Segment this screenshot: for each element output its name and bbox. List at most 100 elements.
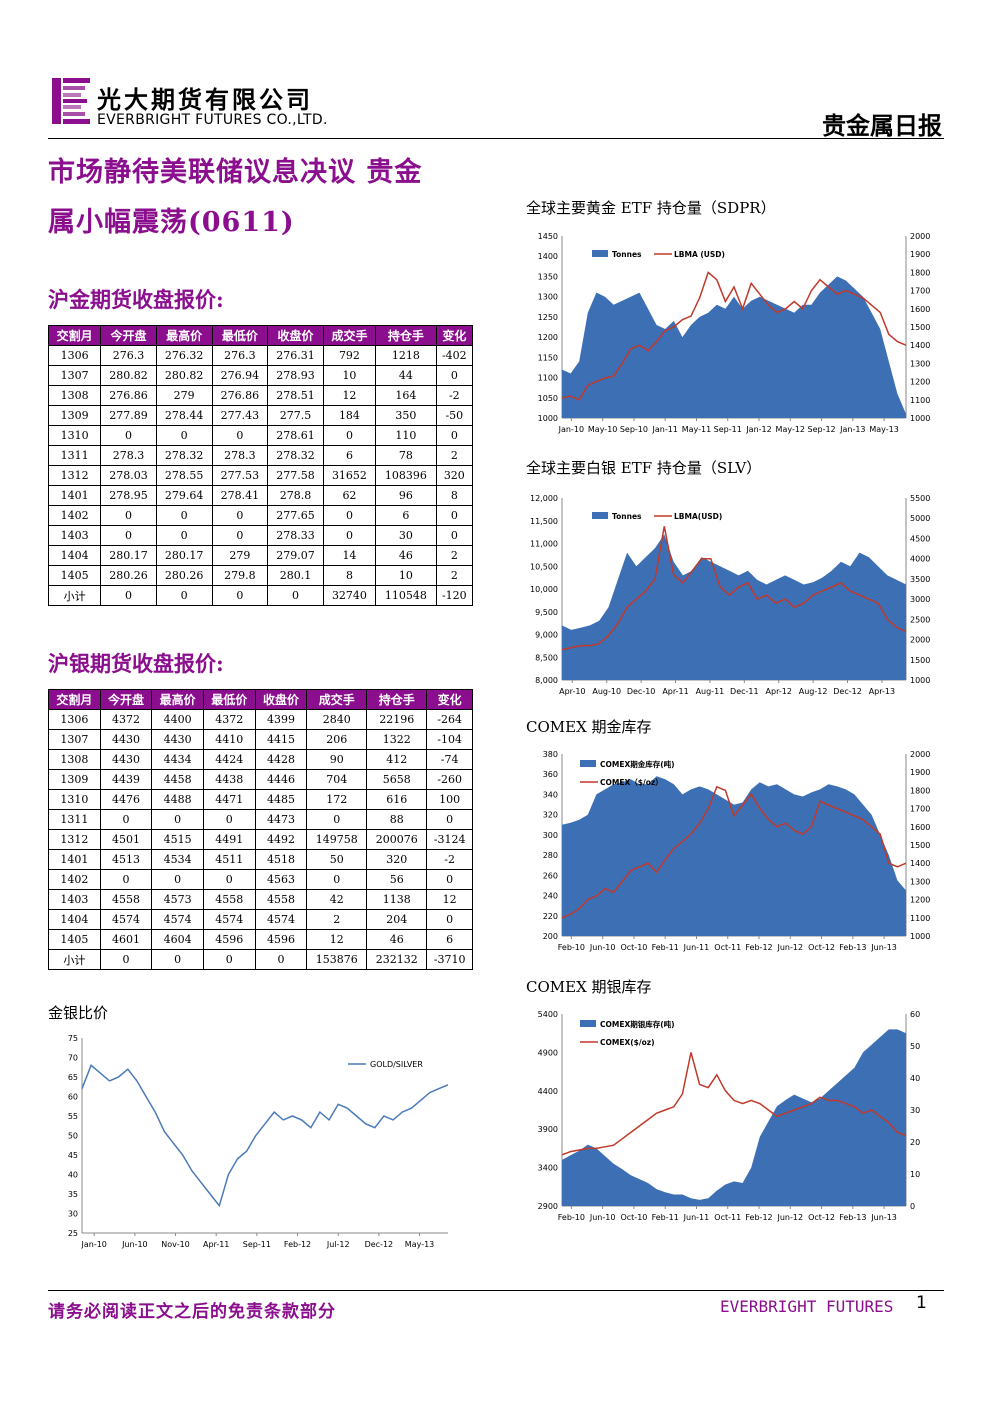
legend-swatch — [592, 250, 608, 257]
table-cell: 0 — [267, 585, 324, 606]
x-tick-label: May-10 — [588, 425, 617, 434]
x-tick-label: Sep-10 — [620, 425, 648, 434]
table-cell: -402 — [435, 345, 474, 366]
table-cell: 1405 — [47, 565, 102, 586]
y2-tick-label: 1500 — [910, 841, 930, 850]
x-tick-label: Jun-11 — [683, 1213, 710, 1222]
y-tick-label: 8,500 — [535, 653, 558, 662]
table-cell: 277.65 — [267, 505, 324, 526]
table-cell: 0 — [306, 809, 368, 830]
table-cell: -3124 — [426, 829, 473, 850]
table-cell: 2 — [435, 565, 474, 586]
table-cell: 90 — [306, 749, 368, 770]
table-cell: 4558 — [99, 889, 153, 910]
y-tick-label: 40 — [68, 1171, 78, 1180]
table-cell: 280.26 — [155, 565, 213, 586]
y2-tick-label: 2000 — [910, 232, 930, 241]
table-cell: 0 — [435, 365, 474, 386]
table-cell: 4399 — [254, 709, 308, 730]
x-tick-label: Nov-10 — [161, 1240, 189, 1249]
table-cell: 276.86 — [100, 385, 157, 406]
column-header: 收盘价 — [267, 325, 324, 346]
table-cell: 278.44 — [155, 405, 213, 426]
x-tick-label: Dec-11 — [730, 687, 759, 696]
y-tick-label: 1350 — [538, 272, 558, 281]
x-tick-label: Apr-13 — [869, 687, 895, 696]
table-row: 1403 4558 4573 4558 4558 42 1138 12 — [48, 889, 473, 910]
table-cell: -260 — [426, 769, 473, 790]
column-header: 成交手 — [306, 689, 368, 710]
table-cell: 0 — [322, 425, 377, 446]
table-row: 1307 280.82 280.82 276.94 278.93 10 44 0 — [47, 365, 474, 386]
table-cell: 10 — [375, 565, 437, 586]
series-line-1 — [561, 1052, 907, 1156]
legend-label: Tonnes — [612, 250, 642, 259]
x-tick-label: May-11 — [682, 425, 711, 434]
table-row: 1308 4430 4434 4424 4428 90 412 -74 — [48, 749, 473, 770]
table-cell: 1311 — [47, 445, 102, 466]
table-cell: 0 — [155, 525, 213, 546]
y-tick-label: 11,500 — [530, 517, 558, 526]
y2-tick-label: 1800 — [910, 268, 930, 277]
table-row: 1401 278.95 279.64 278.41 278.8 62 96 8 — [47, 485, 474, 506]
table-cell: 412 — [366, 749, 428, 770]
table-cell: 50 — [306, 849, 368, 870]
y2-tick-label: 1000 — [910, 414, 930, 423]
y2-tick-label: 1200 — [910, 378, 930, 387]
x-tick-label: Oct-12 — [808, 1213, 835, 1222]
y-tick-label: 60 — [68, 1093, 78, 1102]
x-tick-label: Feb-12 — [745, 943, 772, 952]
x-tick-label: Sep-11 — [714, 425, 742, 434]
y2-tick-label: 1400 — [910, 859, 930, 868]
series-line-0 — [81, 1064, 449, 1208]
table-row: 小计 0 0 0 0 32740 110548 -120 — [47, 585, 474, 606]
table-cell: 279.07 — [267, 545, 324, 566]
table-cell: 4501 — [99, 829, 153, 850]
table-row: 1405 280.26 280.26 279.8 280.1 8 10 2 — [47, 565, 474, 586]
table-cell: 277.89 — [100, 405, 157, 426]
table-cell: 277.53 — [211, 465, 269, 486]
x-tick-label: Jun-12 — [777, 1213, 804, 1222]
table-row: 1401 4513 4534 4511 4518 50 320 -2 — [48, 849, 473, 870]
table-cell: 280.82 — [100, 365, 157, 386]
table-cell: 276.94 — [211, 365, 269, 386]
series-area-0 — [562, 276, 906, 418]
table-row: 1403 0 0 0 278.33 0 30 0 — [47, 525, 474, 546]
y2-tick-label: 2500 — [910, 615, 930, 624]
table-cell: 22196 — [366, 709, 428, 730]
legend-label: COMEX（$/oz） — [600, 777, 663, 787]
y-tick-label: 50 — [68, 1132, 78, 1141]
y-tick-label: 1050 — [538, 394, 558, 403]
table-cell: -2 — [435, 385, 474, 406]
column-header: 变化 — [435, 325, 474, 346]
table-cell: 8 — [435, 485, 474, 506]
x-tick-label: Jun-11 — [683, 943, 710, 952]
table-cell: 4471 — [202, 789, 256, 810]
table-cell: 4424 — [202, 749, 256, 770]
company-name-cn: 光大期货有限公司 — [97, 85, 313, 114]
table-cell: 0 — [322, 525, 377, 546]
y-tick-label: 70 — [68, 1054, 78, 1063]
table-row: 1310 4476 4488 4471 4485 172 616 100 — [48, 789, 473, 810]
gold-futures-heading: 沪金期货收盘报价: — [48, 287, 224, 312]
table-cell: 278.8 — [267, 485, 324, 506]
series-area-0 — [562, 534, 906, 680]
table-cell: 4574 — [151, 909, 204, 930]
table-cell: 4488 — [151, 789, 204, 810]
disclaimer-notice: 请务必阅读正文之后的免责条款部分 — [48, 1302, 336, 1322]
footer-brand: EVERBRIGHT FUTURES — [720, 1297, 894, 1316]
table-cell: 278.41 — [211, 485, 269, 506]
y2-tick-label: 1000 — [910, 932, 930, 941]
x-tick-label: Apr-11 — [662, 687, 688, 696]
y2-tick-label: 1400 — [910, 341, 930, 350]
table-cell: 62 — [322, 485, 377, 506]
table-cell: 4430 — [99, 749, 153, 770]
table-cell: 4473 — [254, 809, 308, 830]
table-cell: 320 — [435, 465, 474, 486]
table-cell: 12 — [426, 889, 473, 910]
y-tick-label: 1000 — [538, 414, 558, 423]
table-cell: 0 — [322, 505, 377, 526]
table-cell: 4476 — [99, 789, 153, 810]
y-tick-label: 4400 — [538, 1087, 558, 1096]
y2-tick-label: 1800 — [910, 786, 930, 795]
